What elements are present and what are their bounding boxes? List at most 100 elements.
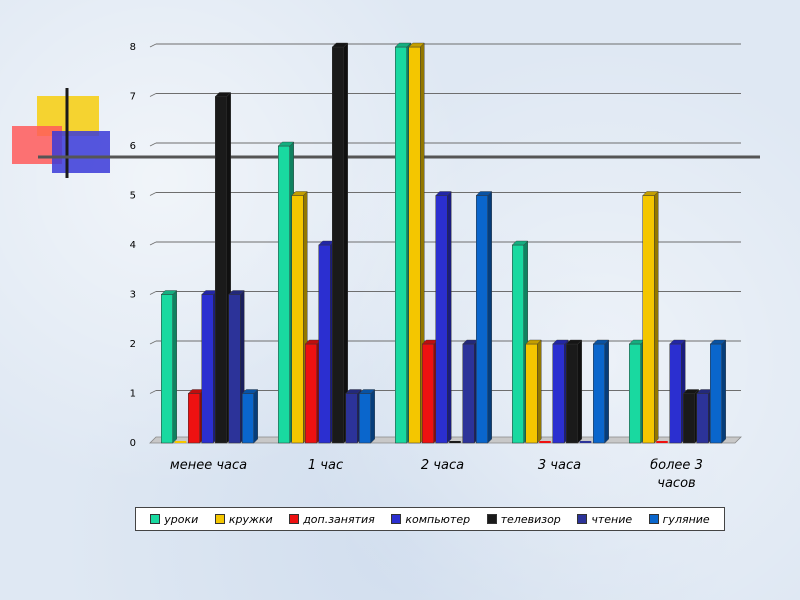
bar [174,441,187,443]
bar [318,244,331,444]
y-tick-label: 0 [130,438,136,449]
legend-swatch [577,514,588,524]
x-category-label: 3 часа [538,458,581,473]
bar [710,343,722,444]
bar [161,294,173,444]
y-tick-label: 5 [130,191,136,202]
legend-item: кружки [214,512,273,526]
bar [215,96,227,444]
legend-label: доп.занятия [303,512,375,526]
x-category-label: более 3 [650,458,703,473]
bar [359,393,371,444]
bar-top [345,389,362,394]
bar-top [682,389,700,394]
legend-swatch [150,514,161,524]
bar-top [228,290,245,295]
x-category-label: 1 час [308,458,343,473]
bar-top [669,339,686,345]
bar-top [475,191,493,196]
bar-top [358,389,376,394]
bar [242,393,254,444]
y-tick-label: 7 [130,92,136,103]
bar-top [642,191,659,196]
bar-side [537,339,542,444]
bar-top [331,42,349,48]
bar [228,294,241,444]
bar-side [487,191,492,444]
bar-top [592,339,610,345]
legend-swatch [289,514,300,524]
bar [593,343,605,444]
y-tick-label: 8 [130,42,136,53]
bar-top [525,339,542,345]
bar-top [241,389,259,394]
legend-item: доп.занятия [289,513,375,526]
legend-item: компьютер [391,513,470,526]
bar [435,195,448,444]
bar-side [172,290,177,444]
y-tick-label: 3 [130,290,136,301]
bar-side [253,389,258,444]
bar [683,393,695,444]
bar-top [214,92,232,97]
bar [552,343,565,444]
bar [332,46,344,444]
bar [512,244,524,444]
bar [345,393,358,444]
x-category-label: менее часа [170,458,247,473]
gridline-side [149,93,157,97]
gridline-side [149,241,157,246]
bar-top [277,141,295,147]
legend-item: телевизор [486,512,561,526]
legend-label: кружки [228,512,273,526]
bar-side [370,389,375,444]
legend-swatch [391,514,402,524]
bar [476,195,488,444]
bar [278,145,290,444]
bar-top [408,42,425,48]
bar-top [709,339,727,345]
legend-swatch [648,514,659,524]
bar [696,393,709,444]
bar [462,343,475,444]
bar-top [160,290,178,295]
legend-label: гуляние [662,512,710,526]
chart-legend: уроки кружки доп.занятия компьютер телевизор… [135,507,725,531]
gridline-side [149,340,157,345]
bar-side [577,339,582,444]
y-tick-label: 2 [130,339,136,350]
legend-item: чтение [577,513,632,526]
bar-top [511,240,529,246]
legend-label: компьютер [405,512,471,526]
bar-side [604,339,609,444]
bar [642,195,655,444]
legend-label: уроки [164,512,199,526]
bar [201,294,214,444]
y-tick-label: 1 [130,389,136,400]
x-category-label: 2 часа [421,458,464,473]
legend-swatch [486,514,497,524]
gridline-side [149,142,157,147]
bar [539,441,551,443]
bar-side [721,339,726,444]
y-tick-label: 4 [130,240,136,251]
gridline-side [149,43,157,48]
bar [579,441,592,443]
y-tick-label: 6 [130,141,136,152]
bar [629,343,641,444]
bar [422,343,434,444]
bar-top [394,42,412,48]
bar-top [552,339,569,345]
bar [566,343,578,444]
bar [188,393,200,444]
legend-label: телевизор [500,512,561,526]
bar [525,343,538,444]
bar [305,343,317,444]
bar-top [435,191,452,196]
legend-label: чтение [591,512,633,526]
bar-top [565,339,583,345]
bar [408,46,421,444]
bar [669,343,682,444]
